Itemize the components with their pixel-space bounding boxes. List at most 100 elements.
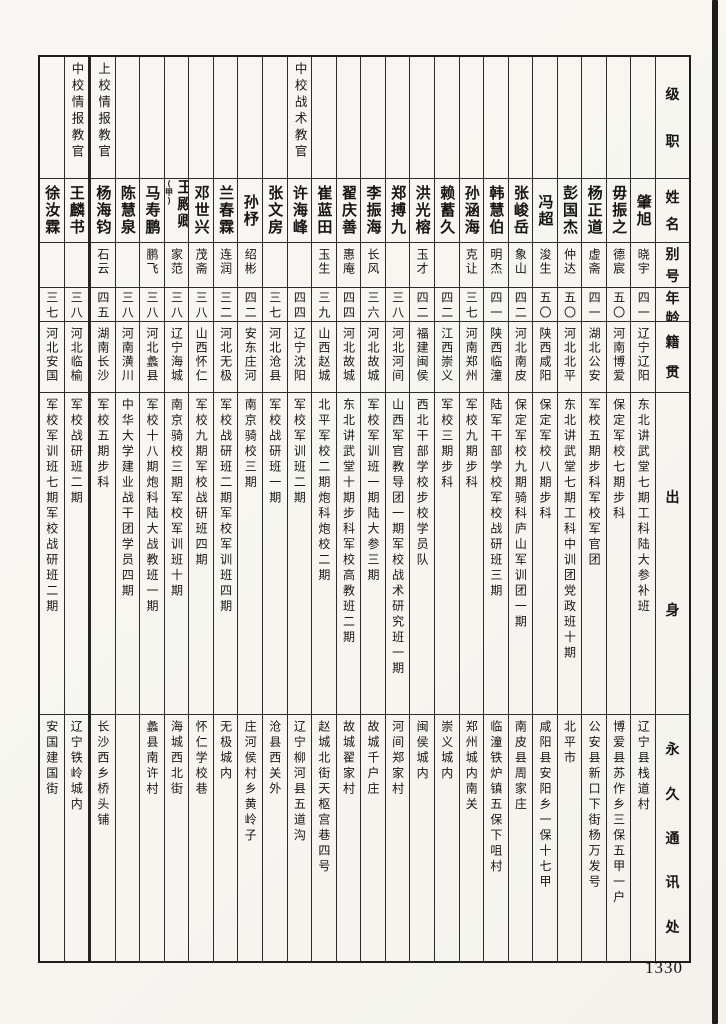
native-value: 湖北公安 [587, 327, 602, 383]
alias-value: 德宸 [611, 248, 626, 276]
alias-value: 长风 [366, 248, 381, 276]
age-cell: 三八 [64, 288, 89, 322]
origin-value: 东北讲武堂七期工科陆大参补班 [636, 398, 651, 615]
address-cell [116, 715, 140, 961]
native-cell: 河北蠡县 [140, 322, 164, 393]
alias-value: 石云 [95, 248, 110, 276]
origin-cell: 保定军校八期步科 [533, 393, 557, 715]
age-cell: 三八 [385, 288, 410, 322]
name-cell: 孙杼 [238, 179, 262, 243]
name-value: 李振海 [364, 185, 382, 236]
native-value: 陕西咸阳 [537, 327, 552, 383]
age-value: 四一 [488, 291, 503, 321]
origin-value: 军校军训班二期 [292, 398, 307, 507]
age-value: 四一 [587, 291, 602, 321]
address-value: 临潼铁炉镇五保下咀村 [488, 720, 503, 875]
address-cell: 赵城北街天枢宫巷四号 [312, 715, 336, 961]
rank-cell [459, 57, 484, 179]
alias-value: 晓宇 [636, 248, 651, 276]
name-cell: 翟庆善 [336, 179, 361, 243]
person-column: 中校战术教官 许海峰 四四 辽宁沈阳 军校军训班二期 辽宁柳河县五道沟 [286, 57, 312, 961]
origin-cell: 东北讲武堂十期步科军校高教班二期 [336, 393, 361, 715]
age-cell: 五〇 [557, 288, 582, 322]
alias-value: 玉生 [316, 248, 331, 276]
native-cell: 河北南皮 [508, 322, 533, 393]
name-value: 张峻岳 [511, 185, 529, 236]
native-value: 河北沧县 [267, 327, 282, 383]
person-column: 兰春霖 连润 三二 河北无极 军校战研班二期军校军训班四期 无极城内 [212, 57, 238, 961]
origin-cell: 军校军训班二期 [287, 393, 312, 715]
age-value: 三二 [218, 291, 233, 321]
alias-cell: 德宸 [606, 243, 631, 288]
origin-value: 军校五期步科军校军官团 [587, 398, 602, 569]
native-value: 河南博爱 [611, 327, 626, 383]
rank-cell [213, 57, 238, 179]
native-value: 辽宁沈阳 [292, 327, 307, 383]
age-cell: 三七 [459, 288, 484, 322]
name-cell: 赖蓄久 [434, 179, 459, 243]
name-cell: 邓世兴 [189, 179, 213, 243]
person-column: 韩慧伯 明杰 四一 陕西临潼 陆军干部学校军校战研班三期 临潼铁炉镇五保下咀村 [483, 57, 508, 961]
person-column: 中校情报教官 王麟书 三八 河北临榆 军校战研班二期 辽宁铁岭城内 [63, 57, 89, 961]
address-value: 辽宁县栈道村 [636, 720, 651, 813]
age-value: 五〇 [562, 291, 577, 321]
address-value: 郑州城内南关 [464, 720, 479, 813]
native-cell: 河北无极 [213, 322, 238, 393]
address-value: 博爱县苏作乡三保五甲一户 [611, 720, 626, 906]
address-value: 安国建国街 [44, 720, 59, 798]
address-value: 故城千户庄 [366, 720, 381, 798]
address-value: 赵城北街天枢宫巷四号 [316, 720, 331, 875]
address-value: 河间郑家村 [390, 720, 405, 798]
rank-cell [312, 57, 336, 179]
person-column: 郑搏九 三八 河北河间 山西军官教导团一期军校战术研究班一期 河间郑家村 [384, 57, 410, 961]
rank-cell: 中校战术教官 [287, 57, 312, 179]
origin-value: 军校战研班二期军校军训班四期 [218, 398, 233, 615]
person-column: 王殿卿(甲) 家范 三八 辽宁海城 南京骑校三期军校军训班十期 海城西北街 [163, 57, 189, 961]
origin-cell: 军校战研班二期军校军训班四期 [213, 393, 238, 715]
alias-cell [287, 243, 312, 288]
origin-cell: 保定军校九期骑科庐山军训团一期 [508, 393, 533, 715]
age-cell: 三七 [263, 288, 287, 322]
address-value: 公安县新口下街杨万发号 [587, 720, 602, 891]
origin-value: 保定军校七期步科 [611, 398, 626, 522]
native-value: 河北故城 [366, 327, 381, 383]
origin-value: 军校战研班一期 [267, 398, 282, 507]
name-value: 杨海钧 [94, 185, 112, 236]
native-cell: 河北沧县 [263, 322, 287, 393]
native-value: 河南潢川 [120, 327, 135, 383]
name-value: 彭国杰 [561, 185, 579, 236]
age-cell: 三二 [213, 288, 238, 322]
native-cell: 辽宁海城 [164, 322, 189, 393]
native-value: 江西崇义 [439, 327, 454, 383]
address-value: 海城西北街 [169, 720, 184, 798]
native-value: 河北南皮 [513, 327, 528, 383]
alias-cell: 石云 [91, 243, 115, 288]
name-cell: 徐汝霖 [39, 179, 64, 243]
rank-cell: 上校情报教官 [91, 57, 115, 179]
origin-cell: 军校战研班一期 [263, 393, 287, 715]
native-value: 福建闽侯 [415, 327, 430, 383]
address-value: 蠡县南许村 [144, 720, 159, 798]
origin-value: 军校军训班七期军校战研班二期 [44, 398, 59, 615]
name-value: 毋振之 [610, 185, 628, 236]
origin-cell: 保定军校七期步科 [606, 393, 631, 715]
name-value: 孙涵海 [462, 185, 480, 236]
native-value: 河北河间 [390, 327, 405, 383]
alias-cell: 虚斋 [582, 243, 606, 288]
rank-cell [582, 57, 606, 179]
rank-cell [434, 57, 459, 179]
address-value: 故城翟家村 [341, 720, 356, 798]
native-cell: 河南博爱 [606, 322, 631, 393]
age-value: 三六 [366, 291, 381, 321]
rank-cell [336, 57, 361, 179]
alias-cell: 鹏飞 [140, 243, 164, 288]
rank-cell [410, 57, 434, 179]
name-cell: 郑搏九 [385, 179, 410, 243]
address-value: 无极城内 [218, 720, 233, 782]
native-cell: 湖北公安 [582, 322, 606, 393]
origin-value: 北平军校二期炮科炮校二期 [316, 398, 331, 584]
origin-cell: 军校军训班七期军校战研班二期 [39, 393, 64, 715]
native-value: 河北蠡县 [144, 327, 159, 383]
native-cell: 河北北平 [557, 322, 582, 393]
name-value: 邓世兴 [192, 185, 210, 236]
